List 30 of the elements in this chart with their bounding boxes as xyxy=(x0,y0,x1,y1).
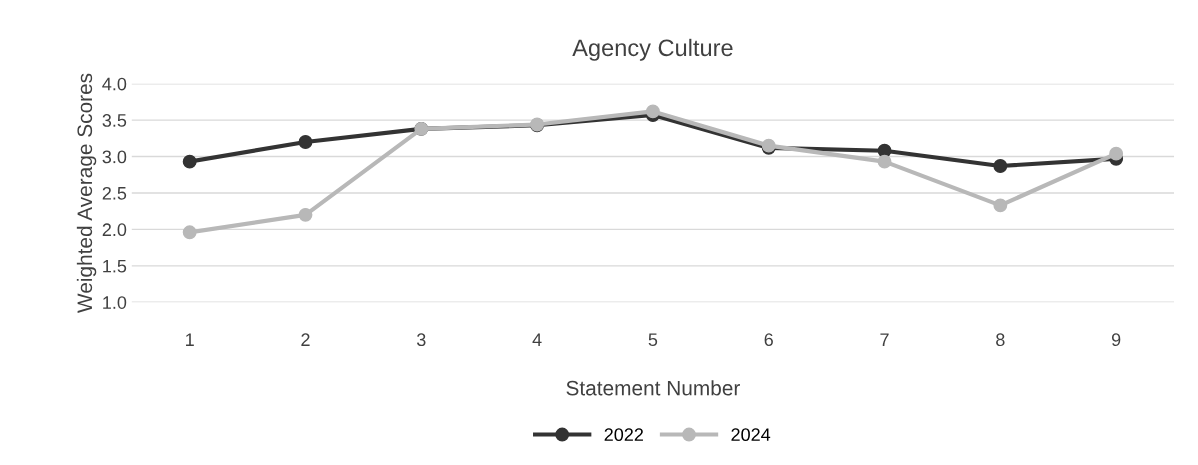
point xyxy=(993,159,1008,173)
y-tick-label: 1.0 xyxy=(103,296,127,309)
y-tick-label: 2.0 xyxy=(102,223,127,237)
x-tick-label: 6 xyxy=(764,333,773,347)
y-tick-label: 4.0 xyxy=(102,77,127,91)
point xyxy=(182,154,197,169)
y-tick-label: 3.0 xyxy=(102,150,127,164)
x-tick-label: 4 xyxy=(532,333,542,346)
point xyxy=(645,104,660,119)
y-tick-label: 3.5 xyxy=(102,114,127,127)
point xyxy=(182,225,197,240)
point xyxy=(298,207,313,222)
x-tick-label: 7 xyxy=(880,333,889,346)
y-tick-label: 1.5 xyxy=(103,259,127,273)
x-axis-title: Statement Number xyxy=(566,380,740,396)
x-tick-label: 2 xyxy=(301,333,310,346)
point xyxy=(1109,146,1124,161)
x-tick-label: 9 xyxy=(1111,333,1121,347)
point xyxy=(993,198,1008,213)
y-axis-title: Weighted Average Scores xyxy=(76,73,97,313)
legend-label: 2024 xyxy=(731,428,771,442)
x-tick-label: 8 xyxy=(996,333,1005,347)
legend-label: 2022 xyxy=(604,428,643,442)
chart-title: Agency Culture xyxy=(572,38,733,61)
x-tick-label: 1 xyxy=(186,333,194,346)
point xyxy=(877,154,892,169)
y-tick-label: 2.5 xyxy=(102,186,127,200)
point xyxy=(298,135,313,149)
x-tick-label: 3 xyxy=(416,333,426,347)
x-tick-label: 5 xyxy=(648,333,658,347)
